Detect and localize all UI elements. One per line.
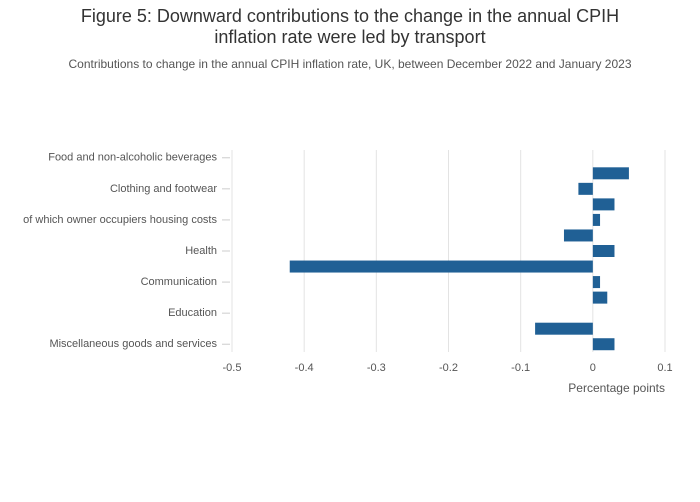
x-tick-label: -0.3: [367, 362, 386, 374]
bar: [592, 198, 615, 211]
x-tick-label: -0.4: [295, 362, 314, 374]
y-tick-label: Miscellaneous goods and services: [49, 338, 217, 350]
bar: [592, 338, 615, 351]
bar: [289, 260, 593, 273]
y-tick-label: Communication: [141, 276, 217, 288]
bar: [592, 276, 601, 289]
bar: [535, 322, 593, 335]
bar: [592, 213, 601, 226]
y-tick-label: Education: [168, 307, 217, 319]
x-tick-label: -0.5: [223, 362, 242, 374]
bar: [592, 291, 608, 304]
bar: [563, 229, 593, 242]
bar: [592, 245, 615, 257]
chart-title: Figure 5: Downward contributions to the …: [80, 6, 620, 47]
x-tick-label: -0.1: [511, 362, 530, 374]
x-tick-label: 0.1: [657, 362, 672, 374]
x-tick-label: 0: [590, 362, 596, 374]
x-tick-label: -0.2: [439, 362, 458, 374]
y-tick-label: Health: [185, 245, 217, 257]
y-tick-label: of which owner occupiers housing costs: [23, 214, 217, 226]
bar: [592, 167, 629, 180]
y-tick-label: Food and non-alcoholic beverages: [48, 152, 217, 164]
y-tick-label: Clothing and footwear: [110, 183, 217, 195]
chart-subtitle: Contributions to change in the annual CP…: [68, 57, 632, 71]
bar: [578, 182, 593, 195]
x-axis-label: Percentage points: [568, 381, 665, 395]
